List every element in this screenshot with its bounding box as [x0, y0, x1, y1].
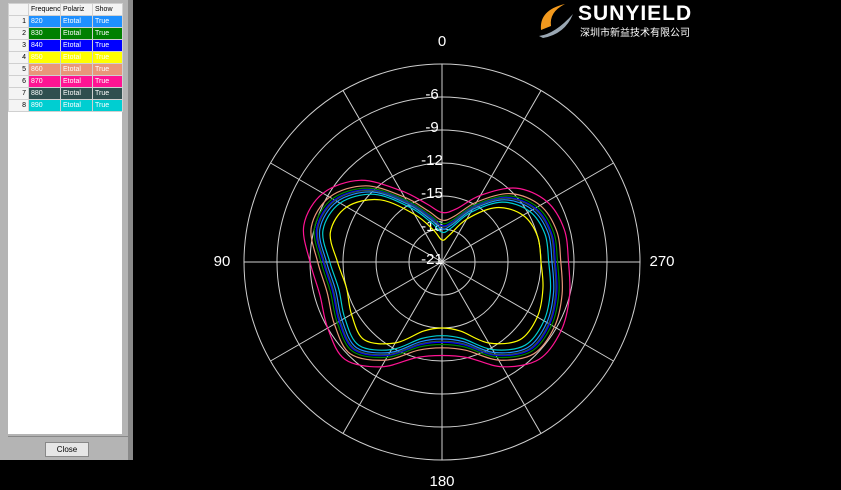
table-row: 2 830 Etotal True: [8, 27, 123, 40]
angle-tick-label: 0: [438, 33, 446, 50]
pattern-line: [318, 191, 555, 354]
frequency-cell: 870: [28, 75, 61, 88]
polarization-cell: Etotal: [60, 15, 93, 28]
grid-spoke: [441, 261, 614, 362]
show-cell: True: [92, 99, 123, 112]
pattern-line: [316, 189, 557, 356]
grid-spoke: [342, 261, 443, 434]
grid-spoke: [270, 162, 443, 263]
pattern-line: [313, 187, 560, 359]
show-cell: True: [92, 27, 123, 40]
r-tick-label: -15: [421, 185, 443, 202]
header-cell: Show: [92, 3, 123, 16]
separator: [8, 436, 128, 437]
polarization-cell: Etotal: [60, 99, 93, 112]
close-button[interactable]: Close: [45, 442, 89, 457]
angle-tick-label: 270: [649, 253, 674, 270]
r-tick-label: -12: [421, 152, 443, 169]
grid-spoke: [342, 90, 443, 263]
grid-spoke: [441, 90, 542, 263]
table-container: Frequenc Polariz Show 1 820 Etotal True 2 830…: [8, 3, 123, 434]
logo-company: 深圳市新益技术有限公司: [580, 28, 690, 39]
side-panel: Frequenc Polariz Show 1 820 Etotal True 2 830…: [0, 0, 133, 460]
r-tick-label: -21: [421, 251, 443, 268]
series-table: Frequenc Polariz Show 1 820 Etotal True 2 830…: [8, 3, 123, 112]
show-cell: True: [92, 87, 123, 100]
pattern-line: [329, 198, 544, 345]
row-number: 2: [8, 27, 29, 40]
pattern-line: [310, 185, 564, 361]
table-row: 1 820 Etotal True: [8, 15, 123, 28]
show-cell: True: [92, 15, 123, 28]
grid-spoke: [270, 261, 443, 362]
table-row: 8 890 Etotal True: [8, 99, 123, 112]
grid-spoke: [441, 261, 542, 434]
show-cell: True: [92, 51, 123, 64]
pattern-line: [322, 193, 552, 351]
r-tick-label: -6: [425, 86, 438, 103]
grid-spoke: [441, 162, 614, 263]
row-number: 6: [8, 75, 29, 88]
polarization-cell: Etotal: [60, 27, 93, 40]
row-number: 1: [8, 15, 29, 28]
pattern-line: [315, 189, 558, 357]
r-tick-label: -9: [425, 119, 438, 136]
table-body: 1 820 Etotal True 2 830 Etotal True 3 840 Etotal Tr…: [8, 15, 123, 112]
logo-brand: SUNYIELD: [578, 2, 693, 25]
table-row: 4 850 Etotal True: [8, 51, 123, 64]
frequency-cell: 840: [28, 39, 61, 52]
logo-icon: [539, 4, 573, 38]
polarization-cell: Etotal: [60, 39, 93, 52]
pattern-line: [302, 179, 571, 368]
angle-tick-label: 180: [429, 473, 454, 490]
angle-tick-label: 90: [214, 253, 231, 270]
